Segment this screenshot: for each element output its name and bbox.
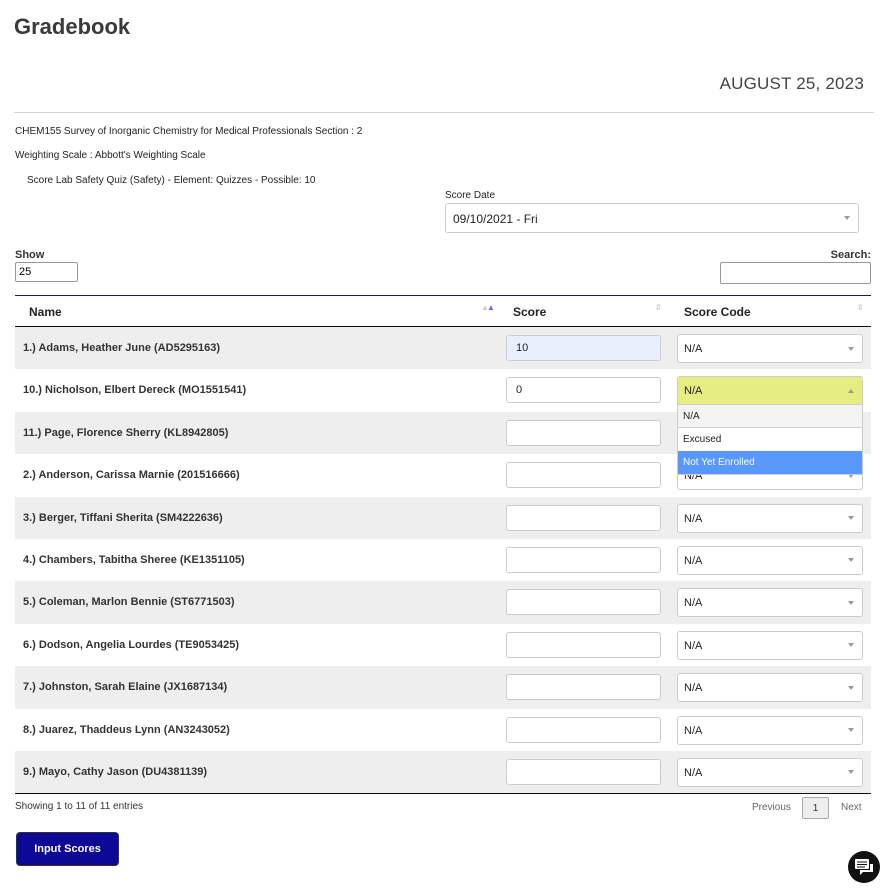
score-input[interactable] — [506, 546, 661, 573]
chevron-down-icon — [848, 600, 854, 605]
score-input[interactable]: 10 — [506, 335, 661, 361]
score-code-select[interactable]: N/A — [677, 588, 863, 618]
dropdown-option-excused[interactable]: Excused — [683, 434, 722, 445]
score-input[interactable] — [506, 589, 661, 616]
show-entries-input[interactable] — [15, 262, 78, 282]
input-scores-button[interactable]: Input Scores — [16, 832, 119, 866]
table-row: 7.) Johnston, Sarah Elaine (JX1687134) N… — [15, 666, 871, 709]
table-row: 9.) Mayo, Cathy Jason (DU4381139) N/A — [15, 750, 871, 794]
score-code-select[interactable]: N/A — [677, 757, 863, 787]
score-code-value: N/A — [684, 385, 703, 398]
score-input[interactable] — [506, 716, 661, 743]
score-input[interactable] — [506, 504, 661, 531]
gradebook-table: Name ▴▲ Score ⇳ Score Code ⇳ 1.) Adams, … — [15, 295, 871, 795]
previous-page-button[interactable]: Previous — [752, 802, 791, 813]
chat-icon[interactable] — [848, 851, 880, 883]
next-page-button[interactable]: Next — [841, 802, 862, 813]
column-header-score[interactable]: Score — [513, 305, 547, 319]
chevron-down-icon — [848, 685, 854, 690]
page-1-button[interactable]: 1 — [802, 797, 829, 819]
current-date: AUGUST 25, 2023 — [719, 74, 864, 93]
student-name: 7.) Johnston, Sarah Elaine (JX1687134) — [23, 681, 228, 694]
sort-asc-icon[interactable]: ▴▲ — [483, 303, 495, 312]
chevron-down-icon — [844, 216, 850, 220]
score-code-value: N/A — [684, 724, 703, 737]
chevron-down-icon — [848, 728, 854, 733]
score-input[interactable] — [506, 419, 661, 446]
score-code-dropdown: N/A Excused Not Yet Enrolled — [677, 404, 863, 475]
chevron-down-icon — [848, 643, 854, 648]
chevron-down-icon — [848, 473, 854, 478]
score-date-select[interactable]: 09/10/2021 - Fri — [445, 203, 859, 233]
page-title: Gradebook — [14, 14, 131, 39]
dropdown-option-not-yet-enrolled[interactable]: Not Yet Enrolled — [678, 451, 862, 474]
score-code-select[interactable]: N/A — [677, 630, 863, 660]
score-date-value: 09/10/2021 - Fri — [453, 212, 538, 226]
student-name: 8.) Juarez, Thaddeus Lynn (AN3243052) — [23, 723, 230, 736]
student-name: 6.) Dodson, Angelia Lourdes (TE9053425) — [23, 638, 239, 651]
table-header: Name ▴▲ Score ⇳ Score Code ⇳ — [15, 296, 871, 327]
score-code-value: N/A — [684, 766, 703, 779]
score-code-select[interactable]: N/A — [677, 715, 863, 745]
course-info: CHEM155 Survey of Inorganic Chemistry fo… — [15, 126, 363, 137]
table-row: 6.) Dodson, Angelia Lourdes (TE9053425) … — [15, 624, 871, 666]
column-header-score-code[interactable]: Score Code — [684, 305, 751, 319]
score-code-value: N/A — [684, 512, 703, 525]
search-label: Search: — [830, 249, 871, 261]
score-code-select[interactable]: N/A — [677, 673, 863, 703]
divider — [14, 112, 874, 113]
score-code-value: N/A — [684, 554, 703, 567]
student-name: 4.) Chambers, Tabitha Sheree (KE1351105) — [23, 553, 245, 566]
score-input[interactable]: 0 — [506, 377, 661, 404]
student-name: 5.) Coleman, Marlon Bennie (ST6771503) — [23, 596, 235, 609]
student-name: 2.) Anderson, Carissa Marnie (201516666) — [23, 469, 240, 482]
score-code-select[interactable]: N/A — [677, 376, 863, 406]
chevron-up-icon — [848, 388, 854, 393]
score-code-select[interactable]: N/A — [677, 503, 863, 533]
chevron-down-icon — [848, 558, 854, 563]
table-row: 8.) Juarez, Thaddeus Lynn (AN3243052) N/… — [15, 709, 871, 751]
chevron-down-icon — [848, 516, 854, 521]
table-row: 3.) Berger, Tiffani Sherita (SM4222636) … — [15, 496, 871, 539]
score-code-value: N/A — [684, 597, 703, 610]
score-input[interactable] — [506, 462, 661, 489]
score-input[interactable] — [506, 631, 661, 658]
table-row: 5.) Coleman, Marlon Bennie (ST6771503) N… — [15, 581, 871, 624]
score-code-value: N/A — [684, 343, 703, 355]
student-name: 11.) Page, Florence Sherry (KL8942805) — [23, 426, 229, 439]
score-code-value: N/A — [684, 682, 703, 695]
show-label: Show — [15, 249, 45, 261]
dropdown-option-na[interactable]: N/A — [678, 405, 862, 428]
score-code-value: N/A — [684, 639, 703, 652]
sort-icon[interactable]: ⇳ — [857, 303, 864, 312]
student-name: 9.) Mayo, Cathy Jason (DU4381139) — [23, 765, 208, 778]
score-code-select[interactable]: N/A — [677, 334, 863, 363]
chat-bubbles-icon — [855, 859, 873, 875]
search-input[interactable] — [720, 262, 871, 284]
chevron-down-icon — [848, 346, 854, 351]
table-row: 4.) Chambers, Tabitha Sheree (KE1351105)… — [15, 539, 871, 581]
score-input[interactable] — [506, 758, 661, 785]
score-code-select[interactable]: N/A — [677, 545, 863, 575]
chevron-down-icon — [848, 770, 854, 775]
table-row: 1.) Adams, Heather June (AD5295163) 10 N… — [15, 327, 871, 370]
student-name: 3.) Berger, Tiffani Sherita (SM4222636) — [23, 511, 223, 524]
sort-icon[interactable]: ⇳ — [655, 303, 662, 312]
assignment-info: Score Lab Safety Quiz (Safety) - Element… — [27, 175, 316, 186]
entries-info: Showing 1 to 11 of 11 entries — [15, 801, 144, 812]
score-date-label: Score Date — [445, 190, 496, 201]
score-input[interactable] — [506, 674, 661, 701]
weighting-info: Weighting Scale : Abbott's Weighting Sca… — [15, 150, 206, 161]
student-name: 10.) Nicholson, Elbert Dereck (MO1551541… — [23, 384, 247, 397]
column-header-name[interactable]: Name — [29, 305, 62, 319]
student-name: 1.) Adams, Heather June (AD5295163) — [23, 342, 221, 354]
